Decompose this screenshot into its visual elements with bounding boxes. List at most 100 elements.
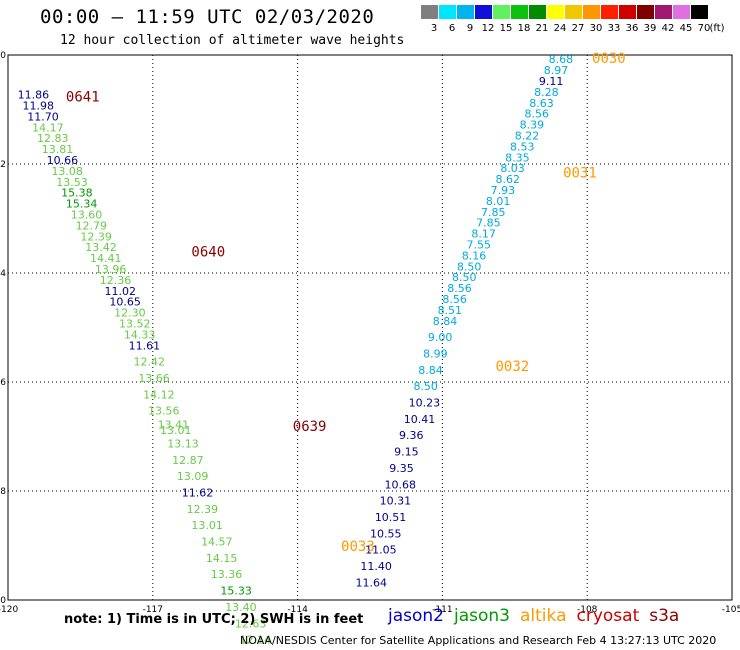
scale-label: 36 <box>625 23 639 34</box>
legend-item-jason3: jason3 <box>454 606 510 626</box>
wave-height-value-west: 14.57 <box>201 536 233 549</box>
pass-time-label: 0030 <box>592 51 626 67</box>
wave-height-value-east: 7.85 <box>481 206 506 219</box>
wave-height-value-east: 11.05 <box>365 544 397 557</box>
scale-swatch <box>493 5 510 19</box>
wave-height-value-west: 12.36 <box>100 274 132 287</box>
scale-swatch <box>637 5 654 19</box>
wave-height-value-west: 13.09 <box>177 470 209 483</box>
scale-swatch <box>601 5 618 19</box>
lon-tick-label: -111 <box>432 605 452 615</box>
scale-label: 3 <box>430 23 438 34</box>
scale-swatch <box>655 5 672 19</box>
wave-height-value-west: 12.83 <box>37 132 69 145</box>
wave-height-value-west: 10.66 <box>47 154 79 167</box>
wave-height-value-west: 12.14 <box>240 634 272 647</box>
wave-height-value-west: 11.62 <box>182 486 214 499</box>
wave-height-value-west: 14.17 <box>32 121 64 134</box>
lat-tick-label: -56 <box>0 378 6 388</box>
wave-height-value-west: 12.30 <box>114 307 146 320</box>
wave-height-value-west: 14.15 <box>206 552 238 565</box>
pass-time-label: 0640 <box>191 245 225 261</box>
wave-height-value-west: 15.38 <box>61 187 93 200</box>
wave-height-value-west: 13.96 <box>95 263 127 276</box>
wave-height-value-east: 8.39 <box>520 119 545 132</box>
wave-height-value-east: 8.50 <box>413 380 438 393</box>
wave-height-value-west: 13.52 <box>119 318 151 331</box>
scale-label: 33 <box>607 23 621 34</box>
wave-height-value-west: 14.12 <box>143 388 175 401</box>
wave-height-value-west: 11.70 <box>27 110 59 123</box>
wave-height-value-east: 10.23 <box>409 397 441 410</box>
legend-item-cryosat: cryosat <box>576 606 640 626</box>
scale-swatch <box>619 5 636 19</box>
wave-height-value-west: 13.60 <box>71 209 103 222</box>
scale-label: 39 <box>643 23 657 34</box>
wave-height-value-east: 8.63 <box>529 97 554 110</box>
wave-height-value-east: 10.55 <box>370 527 402 540</box>
scale-label: 6 <box>448 23 456 34</box>
legend-item-jason2: jason2 <box>388 606 444 626</box>
scale-label: 12 <box>481 23 495 34</box>
satellite-legend: jason2 jason3 altika cryosat s3a <box>388 606 689 626</box>
wave-height-value-east: 8.51 <box>438 304 463 317</box>
legend-item-altika: altika <box>520 606 567 626</box>
wave-height-value-east: 9.35 <box>389 462 414 475</box>
lat-tick-label: -52 <box>0 160 6 170</box>
wave-height-value-east: 10.51 <box>375 511 407 524</box>
wave-height-value-west: 12.87 <box>172 454 204 467</box>
wave-height-value-west: 14.33 <box>124 328 156 341</box>
wave-height-value-east: 8.50 <box>457 260 482 273</box>
wave-height-value-west: 13.42 <box>85 241 117 254</box>
wave-height-value-east: 10.31 <box>380 495 412 508</box>
wave-height-value-west: 12.39 <box>80 230 112 243</box>
page-subtitle: 12 hour collection of altimeter wave hei… <box>60 33 405 48</box>
wave-height-value-west: 13.40 <box>225 601 257 614</box>
wave-height-value-west: 11.98 <box>22 100 54 113</box>
wave-height-value-east: 8.68 <box>549 53 574 66</box>
lat-tick-label: -50 <box>0 51 6 61</box>
pass-time-label: 0033 <box>341 539 375 555</box>
wave-height-value-west: 13.01 <box>160 424 192 437</box>
wave-height-value-west: 13.53 <box>56 176 87 189</box>
scale-swatch <box>565 5 582 19</box>
wave-height-value-east: 9.00 <box>428 331 453 344</box>
scale-label: 30 <box>589 23 603 34</box>
scale-label: 21 <box>535 23 549 34</box>
pass-time-label: 0032 <box>495 359 529 375</box>
wave-height-value-east: 8.50 <box>452 271 477 284</box>
scale-swatch <box>673 5 690 19</box>
pass-time-label: 0639 <box>293 419 327 435</box>
credit-line: NOAA/NESDIS Center for Satellite Applica… <box>240 634 717 647</box>
wave-height-value-west: 15.34 <box>66 198 98 211</box>
wave-height-value-east: 8.28 <box>534 86 559 99</box>
wave-height-value-west: 15.33 <box>220 585 252 598</box>
wave-height-value-west: 12.39 <box>187 503 219 516</box>
wave-height-value-east: 8.16 <box>462 249 487 262</box>
wave-height-value-west: 13.08 <box>51 165 83 178</box>
scale-label: 45 <box>679 23 693 34</box>
wave-height-value-east: 10.68 <box>384 478 416 491</box>
wave-height-value-east: 8.01 <box>486 195 511 208</box>
scale-label: 18 <box>517 23 531 34</box>
wave-height-value-west: 10.65 <box>109 296 141 309</box>
page-title: 00:00 – 11:59 UTC 02/03/2020 <box>40 6 375 28</box>
lon-tick-label: -117 <box>143 605 163 615</box>
wave-height-value-west: 12.79 <box>76 219 108 232</box>
wave-height-value-west: 13.36 <box>211 568 243 581</box>
wave-height-value-east: 8.17 <box>471 228 496 241</box>
wave-height-value-west: 11.61 <box>129 339 161 352</box>
wave-height-value-east: 8.22 <box>515 129 540 142</box>
wave-height-value-west: 14.41 <box>90 252 122 265</box>
scale-label: 27 <box>571 23 585 34</box>
scale-swatch <box>547 5 564 19</box>
lon-tick-label: -114 <box>287 605 308 615</box>
wave-height-value-east: 10.41 <box>404 413 436 426</box>
scale-label: 42 <box>661 23 675 34</box>
wave-height-value-west: 13.01 <box>191 519 223 532</box>
wave-height-value-east: 9.36 <box>399 429 424 442</box>
wave-height-value-east: 8.03 <box>500 162 525 175</box>
wave-height-value-east: 8.56 <box>524 108 549 121</box>
wave-height-value-east: 7.55 <box>467 238 492 251</box>
wave-height-value-east: 8.84 <box>418 364 443 377</box>
